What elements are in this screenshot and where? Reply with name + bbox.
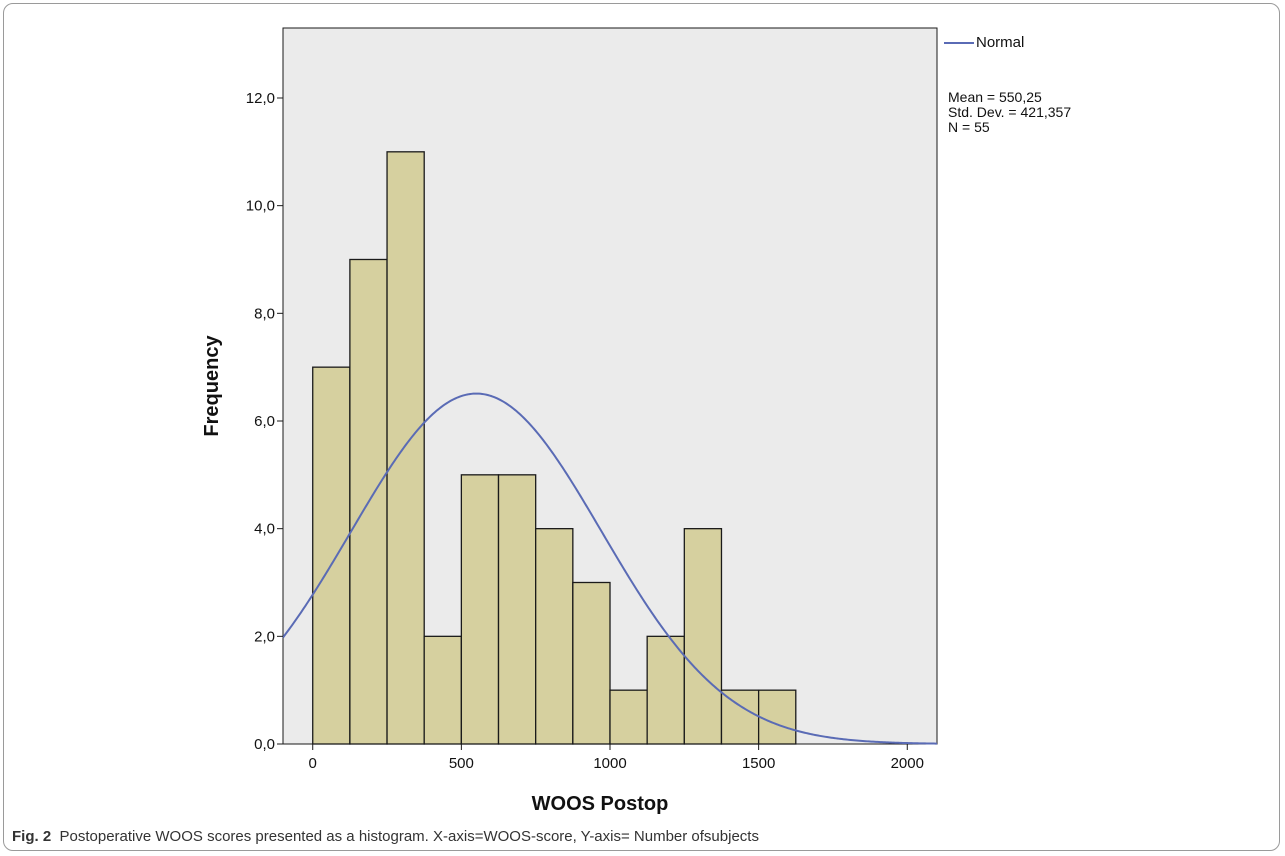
y-tick-label: 12,0: [246, 90, 275, 107]
y-tick-label: 4,0: [254, 521, 275, 538]
histogram-bar-4: [460, 474, 500, 745]
y-axis-label: Frequency: [201, 335, 223, 437]
histogram-bar-12: [757, 689, 797, 745]
figure-caption: Fig. 2 Postoperative WOOS scores present…: [12, 828, 759, 845]
histogram-bar-8: [609, 689, 648, 745]
caption-label: Fig. 2: [12, 828, 52, 845]
histogram-bar-2: [386, 151, 425, 745]
stats-mean: Mean = 550,25: [948, 89, 1042, 105]
y-tick-label: 10,0: [246, 198, 275, 215]
y-tick-label: 2,0: [254, 628, 275, 645]
histogram-bar-10: [683, 528, 723, 745]
legend-label: Normal: [976, 34, 1025, 51]
histogram-bar-9: [646, 635, 685, 745]
x-tick-label: 1000: [593, 755, 626, 772]
histogram-bar-3: [423, 635, 463, 745]
histogram-bar-0: [312, 366, 351, 745]
axes: 0,0 2,0 4,0 6,0 8,0 10,0 12,0 0 500 1000 1500 2000: [246, 90, 924, 772]
legend: Normal: [944, 34, 1024, 51]
normal-curve: [282, 392, 938, 745]
x-tick-label: 0: [309, 755, 317, 772]
y-tick-label: 6,0: [254, 413, 275, 430]
y-tick-label: 0,0: [254, 736, 275, 753]
bars: [312, 151, 797, 745]
x-tick-label: 500: [449, 755, 474, 772]
histogram-bar-6: [535, 528, 574, 745]
histogram-bar-5: [497, 474, 537, 745]
histogram-bar-7: [572, 581, 611, 745]
stats-std-dev: Std. Dev. = 421,357: [948, 104, 1072, 120]
x-axis-label: WOOS Postop: [532, 793, 669, 815]
legend-line-icon: [944, 42, 974, 45]
figure-frame: [3, 3, 1280, 851]
x-tick-label: 2000: [891, 755, 924, 772]
y-tick-label: 8,0: [254, 305, 275, 322]
caption-text: Postoperative WOOS scores presented as a…: [59, 828, 759, 845]
x-tick-label: 1500: [742, 755, 775, 772]
histogram-bar-11: [720, 689, 760, 745]
stats-box: Mean = 550,25 Std. Dev. = 421,357 N = 55: [948, 90, 1071, 135]
stats-n: N = 55: [948, 119, 990, 135]
